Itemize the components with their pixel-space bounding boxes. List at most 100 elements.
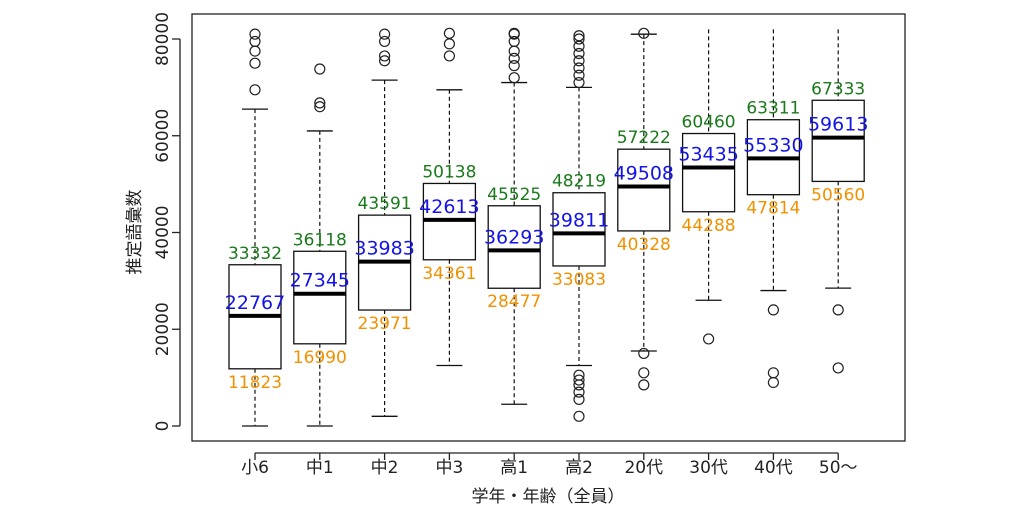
iqr-box (617, 148, 671, 232)
outlier-point (508, 60, 520, 72)
plot-frame (191, 13, 906, 442)
x-tick-label: 40代 (754, 458, 793, 478)
outlier-point (638, 347, 650, 360)
q1-label: 40328 (617, 235, 671, 255)
outlier-point (508, 35, 520, 48)
iqr-box (811, 99, 865, 183)
q1-label: 16990 (293, 348, 347, 368)
q3-label: 50138 (422, 162, 476, 182)
outlier-point (573, 69, 585, 81)
q3-label: 60460 (682, 113, 736, 133)
outlier-point (249, 45, 261, 57)
median-label: 27345 (290, 270, 350, 292)
y-tick-label: 20000 (153, 302, 173, 356)
box-group: 36118 27345 16990 (290, 63, 350, 427)
box-group: 63311 55330 47814 (743, 29, 804, 389)
outlier-point (443, 38, 455, 50)
iqr-box (293, 250, 347, 345)
median-label: 49508 (614, 163, 674, 185)
outlier-point (573, 30, 585, 42)
outlier-point (249, 57, 261, 69)
outlier-point (249, 84, 261, 96)
x-tick-label: 小6 (241, 458, 269, 478)
box-group: 50138 42613 34361 (419, 27, 480, 367)
q3-label: 48219 (552, 172, 606, 192)
x-axis: 小6 中1 中2 中3 高1 高2 20代 30代 40代 50〜 (241, 452, 858, 478)
boxes-layer: 33332 22767 11823 36118 27345 16990 43591 33983… (225, 27, 868, 427)
outlier-point (832, 362, 844, 374)
median-label: 22767 (225, 292, 285, 314)
q1-label: 28477 (487, 292, 541, 312)
outlier-point (314, 101, 326, 113)
y-axis-title: 推定語彙数 (125, 190, 145, 275)
outlier-point (638, 367, 650, 379)
iqr-box (681, 132, 736, 213)
box-group: 67333 59613 50560 (808, 29, 868, 374)
x-tick-label: 中2 (371, 458, 399, 478)
outlier-point (767, 367, 780, 379)
outlier-point (508, 45, 520, 57)
outlier-point (314, 63, 326, 75)
outlier-point (573, 369, 585, 381)
x-tick-label: 50〜 (819, 458, 858, 478)
outlier-point (508, 52, 520, 64)
y-tick-label: 0 (153, 421, 173, 432)
iqr-box (552, 192, 606, 267)
outlier-point (638, 379, 650, 391)
y-axis: 0 20000 40000 60000 80000 (153, 12, 181, 432)
outlier-point (702, 333, 715, 345)
q1-label: 33083 (552, 270, 606, 290)
q3-label: 36118 (293, 230, 347, 250)
outlier-point (638, 27, 650, 39)
q1-label: 23971 (358, 314, 412, 334)
q3-label: 45525 (487, 185, 541, 205)
x-axis-title: 学年・年齢（全員） (472, 487, 625, 507)
outlier-point (379, 35, 391, 48)
median-label: 42613 (419, 196, 479, 218)
outlier-point (573, 386, 585, 398)
outlier-point (379, 28, 391, 40)
y-tick-label: 80000 (153, 12, 173, 66)
box-group: 33332 22767 11823 (225, 28, 285, 427)
q1-label: 44288 (682, 216, 736, 236)
x-tick-label: 20代 (624, 458, 663, 478)
q1-label: 50560 (811, 185, 865, 205)
outlier-point (573, 393, 585, 405)
q3-label: 43591 (358, 194, 412, 214)
outlier-point (443, 27, 455, 39)
median-label: 55330 (743, 134, 803, 156)
outlier-point (573, 76, 585, 89)
outlier-point (832, 304, 844, 316)
median-label: 33983 (354, 238, 414, 260)
q3-label: 67333 (811, 79, 865, 99)
q3-label: 57222 (617, 128, 671, 148)
box-group: 45525 36293 28477 (484, 27, 544, 405)
box-group: 48219 39811 33083 (549, 30, 609, 422)
box-group: 57222 49508 40328 (614, 27, 674, 391)
outlier-point (573, 47, 585, 60)
median-label: 59613 (808, 114, 868, 136)
y-tick-label: 60000 (153, 109, 173, 163)
x-tick-label: 中1 (306, 458, 334, 478)
outlier-point (379, 50, 391, 62)
x-tick-label: 中3 (435, 458, 463, 478)
q3-label: 63311 (746, 99, 800, 119)
outlier-point (573, 410, 585, 422)
median-label: 53435 (678, 144, 738, 166)
median-label: 39811 (549, 209, 609, 231)
q1-label: 11823 (228, 373, 282, 393)
outlier-point (249, 28, 261, 40)
outlier-point (508, 27, 520, 39)
outlier-point (767, 304, 780, 316)
outlier-point (314, 97, 326, 109)
outlier-point (767, 376, 780, 389)
q1-label: 34361 (422, 264, 476, 284)
x-tick-label: 高1 (500, 458, 528, 478)
outlier-point (573, 374, 585, 386)
q1-label: 47814 (746, 199, 800, 219)
outlier-point (573, 55, 585, 67)
y-tick-label: 40000 (153, 205, 173, 259)
outlier-point (379, 55, 391, 67)
box-group: 43591 33983 23971 (354, 28, 415, 417)
